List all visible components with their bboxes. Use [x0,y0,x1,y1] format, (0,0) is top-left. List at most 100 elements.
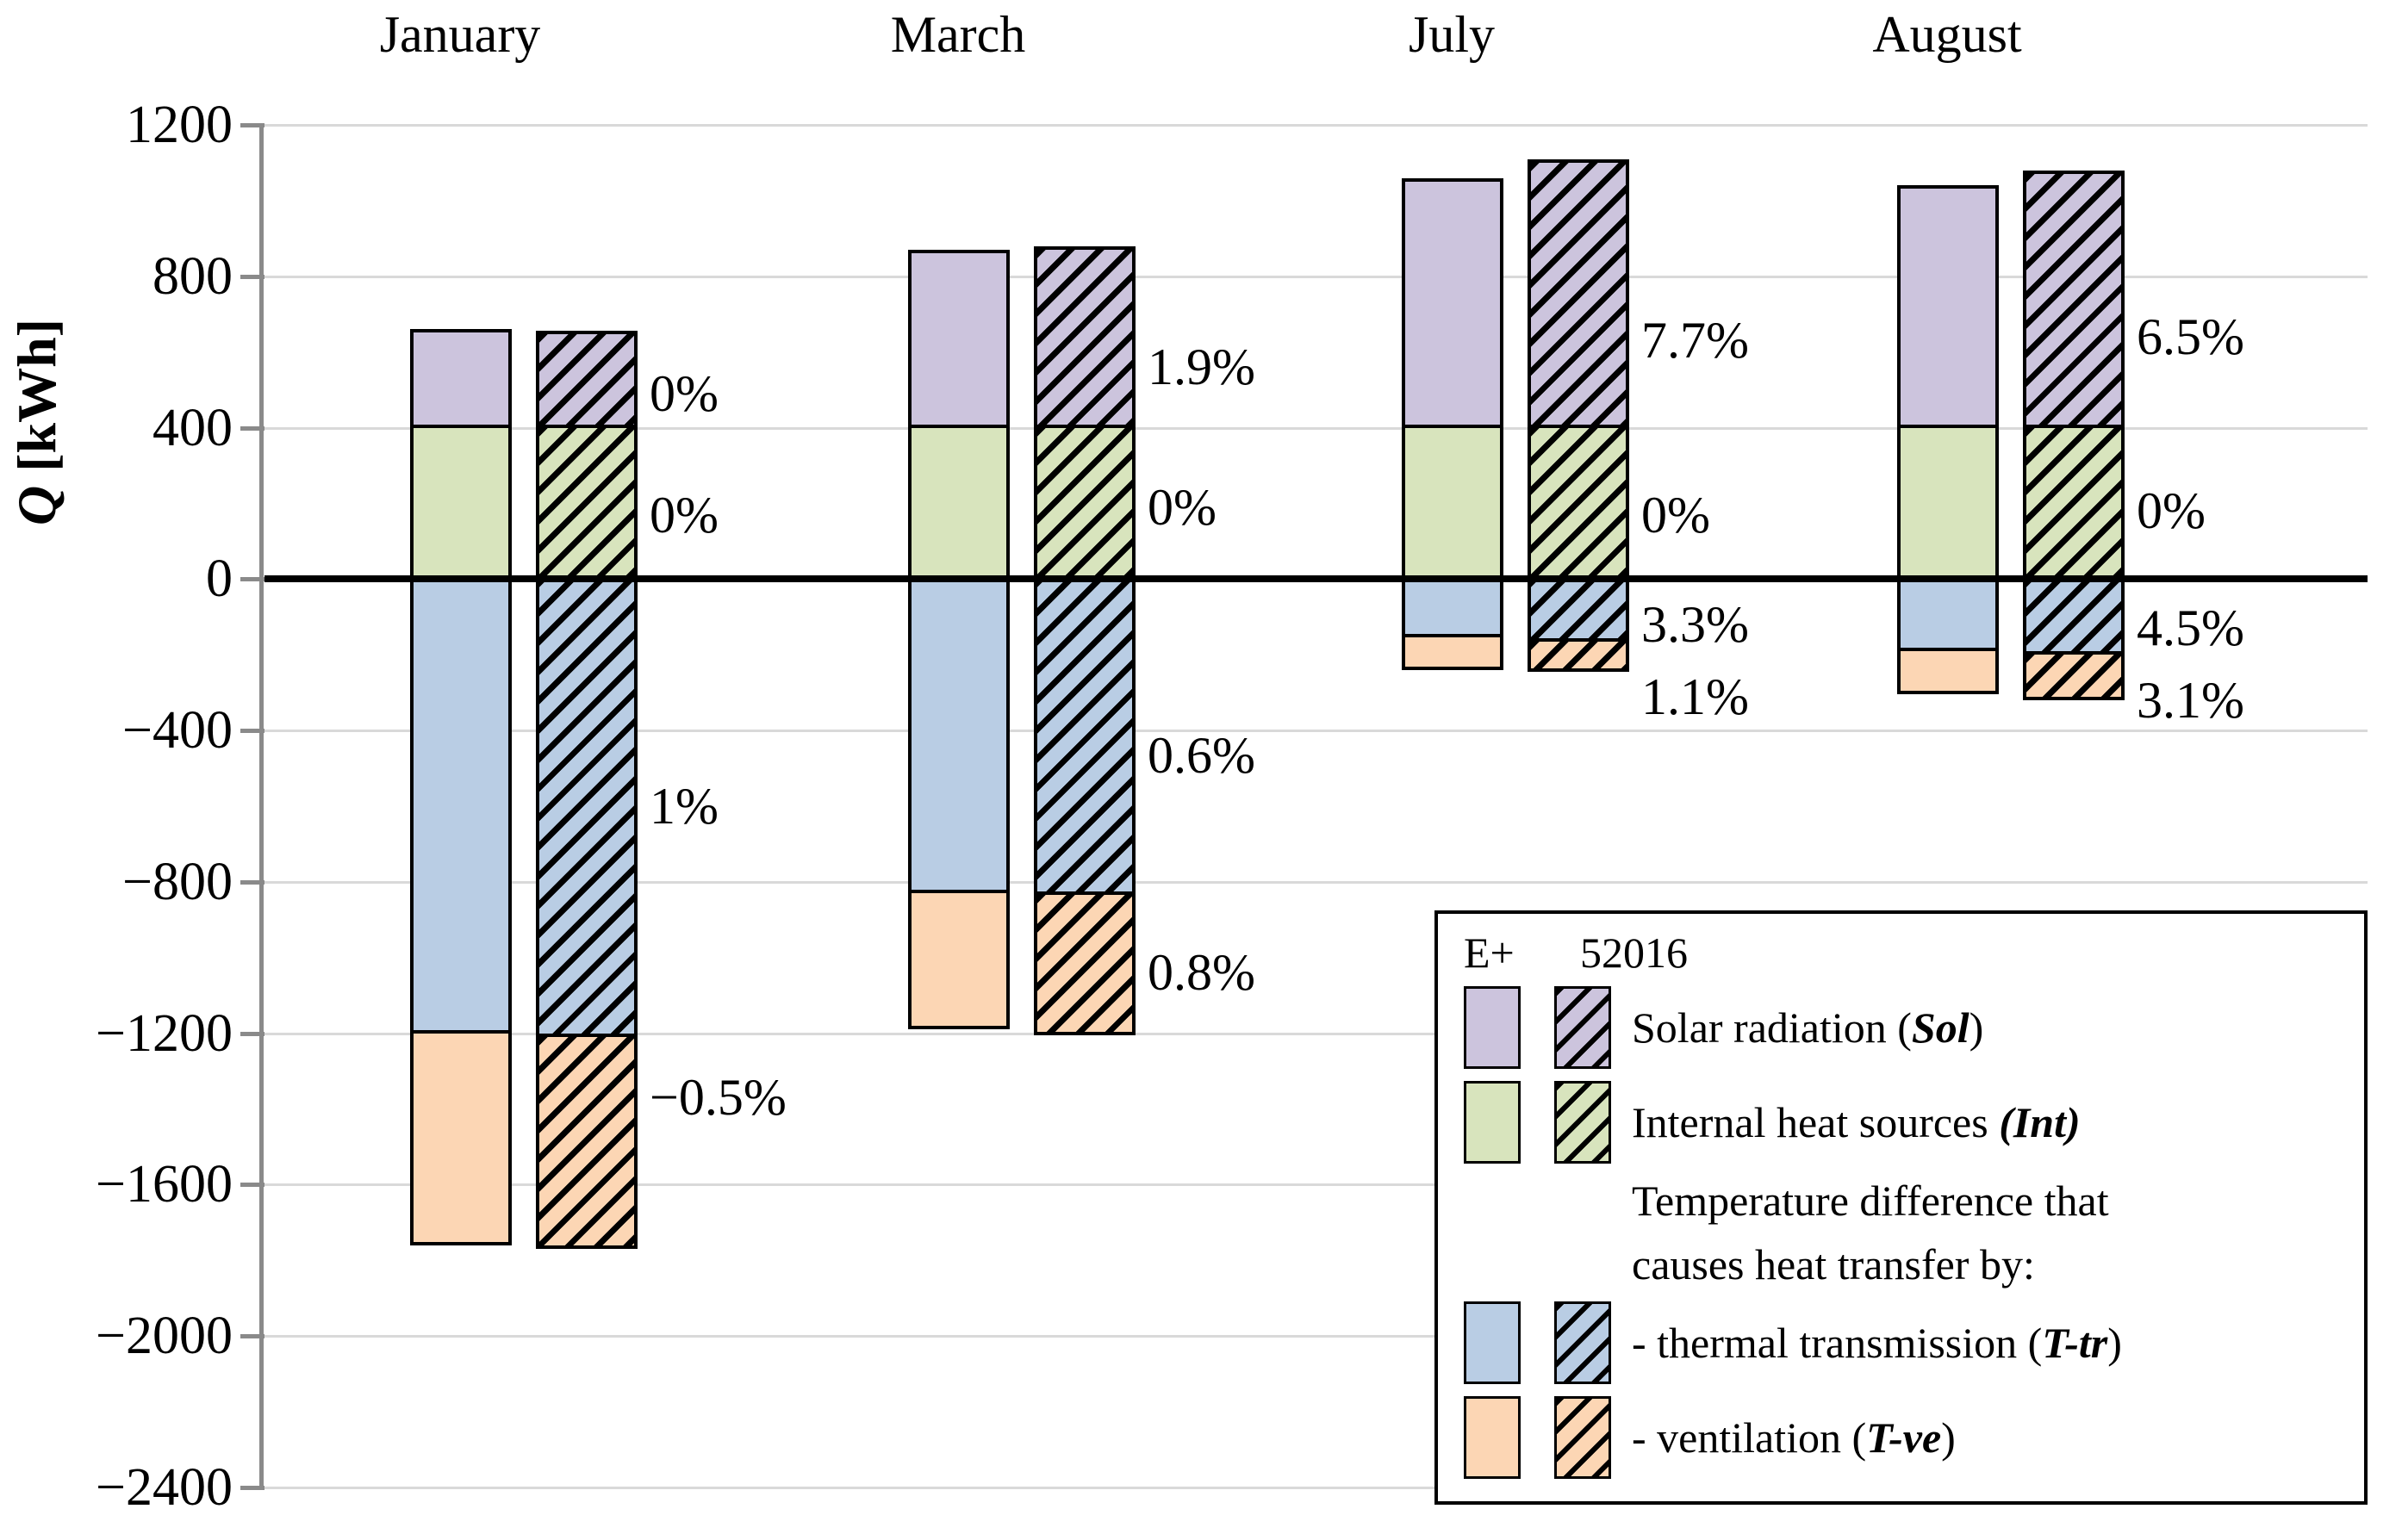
pct-label-March-1: 0% [1148,478,1217,536]
bar-January-E+-sol [410,329,512,428]
y-tick-−2000 [240,1334,264,1339]
gridline-−2000 [264,1335,2368,1338]
pct-label-March-2: 0.6% [1148,726,1255,784]
y-tick-label-0: 0 [206,550,233,609]
gridline-400 [264,426,2368,430]
bar-January-52016-tve [536,1034,638,1250]
legend-item-ventilation: - ventilation (T-ve) [1438,1396,2364,1479]
y-tick-label-400: 400 [152,398,233,457]
legend-note: Temperature difference that causes heat … [1632,1177,2109,1289]
y-tick-label-−1600: −1600 [96,1155,233,1214]
gridline-1200 [264,124,2368,127]
bar-March-52016-sol [1034,245,1136,428]
pct-label-July-3: 1.1% [1641,668,1749,725]
bar-July-E+-sol [1402,177,1503,428]
y-tick-400 [240,425,264,431]
pct-label-August-0: 6.5% [2137,308,2244,366]
y-axis-line [259,125,264,1487]
bar-July-E+-int [1402,424,1503,580]
bar-August-52016-sol [2023,170,2125,428]
gridline-−400 [264,730,2368,733]
bar-March-52016-int [1034,424,1136,580]
bar-March-52016-ttr [1034,575,1136,896]
pct-label-July-2: 3.3% [1641,596,1749,654]
bar-July-E+-tve [1402,634,1503,670]
bar-January-52016-sol [536,331,638,428]
legend: E+ 52016 Solar radiation (Sol) Internal … [1434,910,2368,1505]
transmission-hatched-swatch [1554,1301,1611,1384]
bar-March-E+-int [908,424,1010,580]
gridline-−1600 [264,1183,2368,1187]
y-tick-0 [240,577,264,582]
pct-label-July-0: 7.7% [1641,312,1749,369]
zero-line [264,575,2368,583]
y-tick-label-−1200: −1200 [96,1003,233,1063]
pct-label-January-3: −0.5% [650,1069,787,1127]
pct-label-January-2: 1% [650,778,719,835]
internal-solid-swatch [1464,1081,1521,1164]
legend-label-solar: Solar radiation (Sol) [1632,1003,1984,1052]
gridline-800 [264,275,2368,278]
transmission-solid-swatch [1464,1301,1521,1384]
legend-label-transmission: - thermal transmission (T-tr) [1632,1319,2122,1367]
ventilation-solid-swatch [1464,1396,1521,1479]
legend-label-ventilation: - ventilation (T-ve) [1632,1413,1956,1462]
pct-label-March-0: 1.9% [1148,338,1255,396]
gridline-−800 [264,880,2368,884]
month-title-July: July [1408,6,1496,63]
month-title-January: January [379,6,541,63]
y-tick-−1600 [240,1183,264,1188]
legend-header-52016: 52016 [1580,928,1688,977]
month-title-March: March [890,6,1026,63]
legend-item-internal: Internal heat sources (Int) [1438,1081,2364,1164]
bar-March-52016-tve [1034,891,1136,1035]
bar-August-52016-tve [2023,651,2125,700]
y-tick-label-1200: 1200 [126,96,233,154]
bar-January-E+-int [410,424,512,580]
bar-January-E+-tve [410,1029,512,1245]
internal-hatched-swatch [1554,1081,1611,1164]
y-tick-−1200 [240,1031,264,1036]
y-tick-−800 [240,879,264,885]
bar-August-52016-ttr [2023,575,2125,655]
y-tick-−400 [240,729,264,734]
y-tick-label-−2400: −2400 [96,1458,233,1517]
pct-label-March-3: 0.8% [1148,944,1255,1002]
y-tick-−2400 [240,1486,264,1490]
bar-August-E+-ttr [1897,575,1999,651]
bar-August-E+-sol [1897,185,1999,428]
bar-July-E+-ttr [1402,575,1503,638]
gridline-−2400 [264,1487,2368,1489]
y-tick-1200 [240,123,264,127]
pct-label-July-1: 0% [1641,486,1710,543]
pct-label-August-1: 0% [2137,482,2206,540]
pct-label-August-3: 3.1% [2137,671,2244,729]
legend-header-eplus: E+ [1464,928,1515,977]
bar-July-52016-ttr [1528,575,1629,642]
solar-solid-swatch [1464,986,1521,1069]
y-tick-label-−800: −800 [122,852,233,911]
pct-label-August-2: 4.5% [2137,599,2244,657]
month-title-August: August [1872,6,2022,63]
bar-August-E+-int [1897,424,1999,580]
y-tick-label-−400: −400 [122,701,233,761]
bar-January-52016-int [536,424,638,580]
bar-January-52016-ttr [536,575,638,1038]
pct-label-January-1: 0% [650,486,719,543]
bar-March-E+-ttr [908,575,1010,894]
bar-March-E+-sol [908,250,1010,428]
y-tick-label-−2000: −2000 [96,1307,233,1366]
bar-July-52016-sol [1528,158,1629,428]
ventilation-hatched-swatch [1554,1396,1611,1479]
legend-item-transmission: - thermal transmission (T-tr) [1438,1301,2364,1384]
bar-March-E+-tve [908,890,1010,1030]
bar-August-E+-tve [1897,647,1999,695]
solar-hatched-swatch [1554,986,1611,1069]
legend-item-solar: Solar radiation (Sol) [1438,986,2364,1069]
legend-label-internal: Internal heat sources (Int) [1632,1098,2081,1146]
pct-label-January-0: 0% [650,365,719,422]
gridline-−1200 [264,1032,2368,1035]
y-axis-title-symbol: Q [6,485,67,526]
bar-August-52016-int [2023,424,2125,580]
